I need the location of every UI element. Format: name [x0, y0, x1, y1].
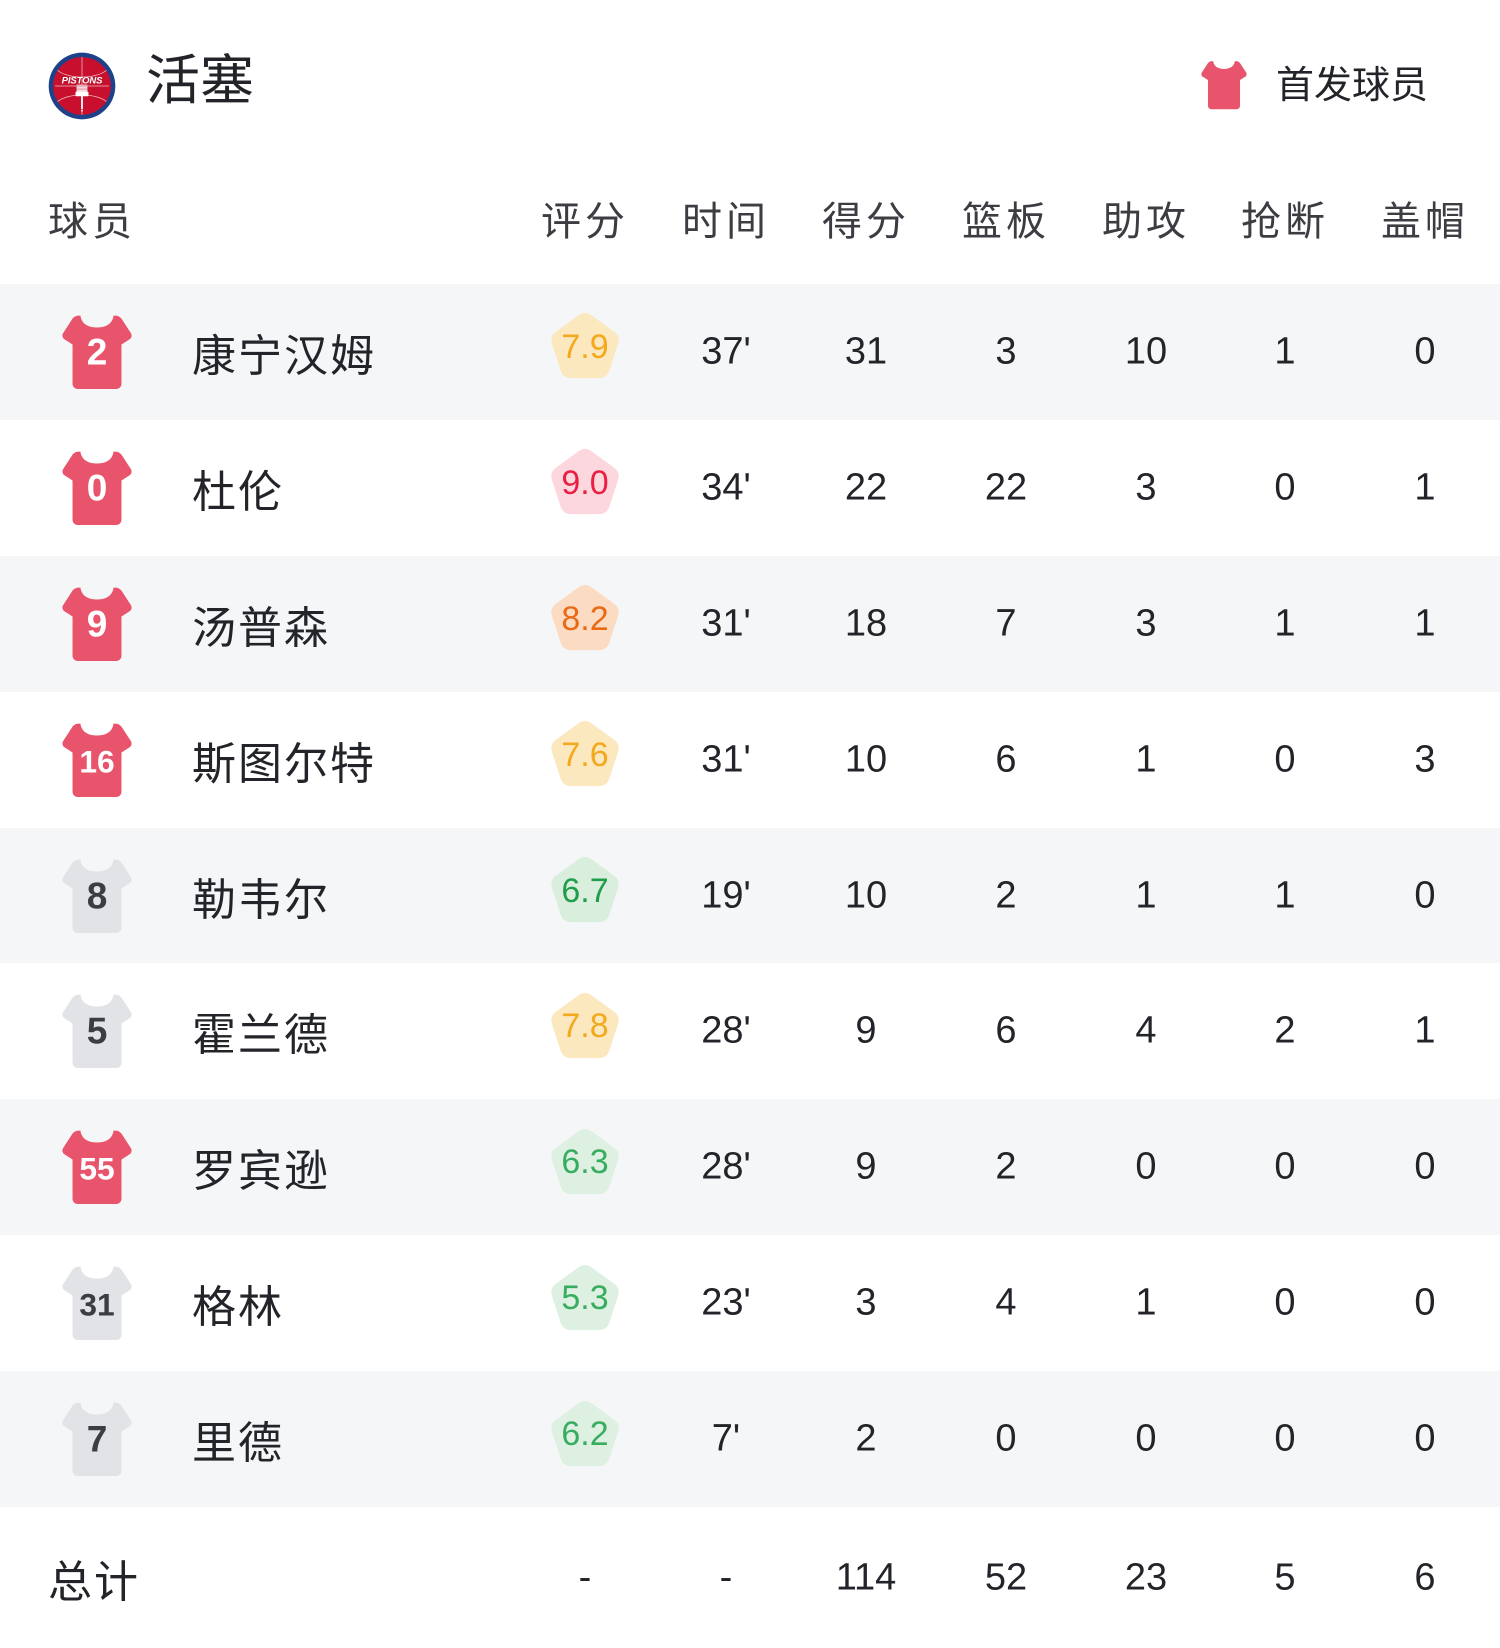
svg-text:55: 55 — [79, 1151, 114, 1187]
svg-text:0: 0 — [87, 466, 108, 508]
svg-text:5: 5 — [87, 1010, 108, 1052]
svg-text:8: 8 — [87, 874, 108, 916]
svg-text:7: 7 — [87, 1418, 108, 1460]
svg-text:31: 31 — [79, 1287, 114, 1323]
svg-text:16: 16 — [79, 743, 114, 779]
svg-text:2: 2 — [87, 331, 108, 373]
svg-text:9: 9 — [87, 602, 108, 644]
